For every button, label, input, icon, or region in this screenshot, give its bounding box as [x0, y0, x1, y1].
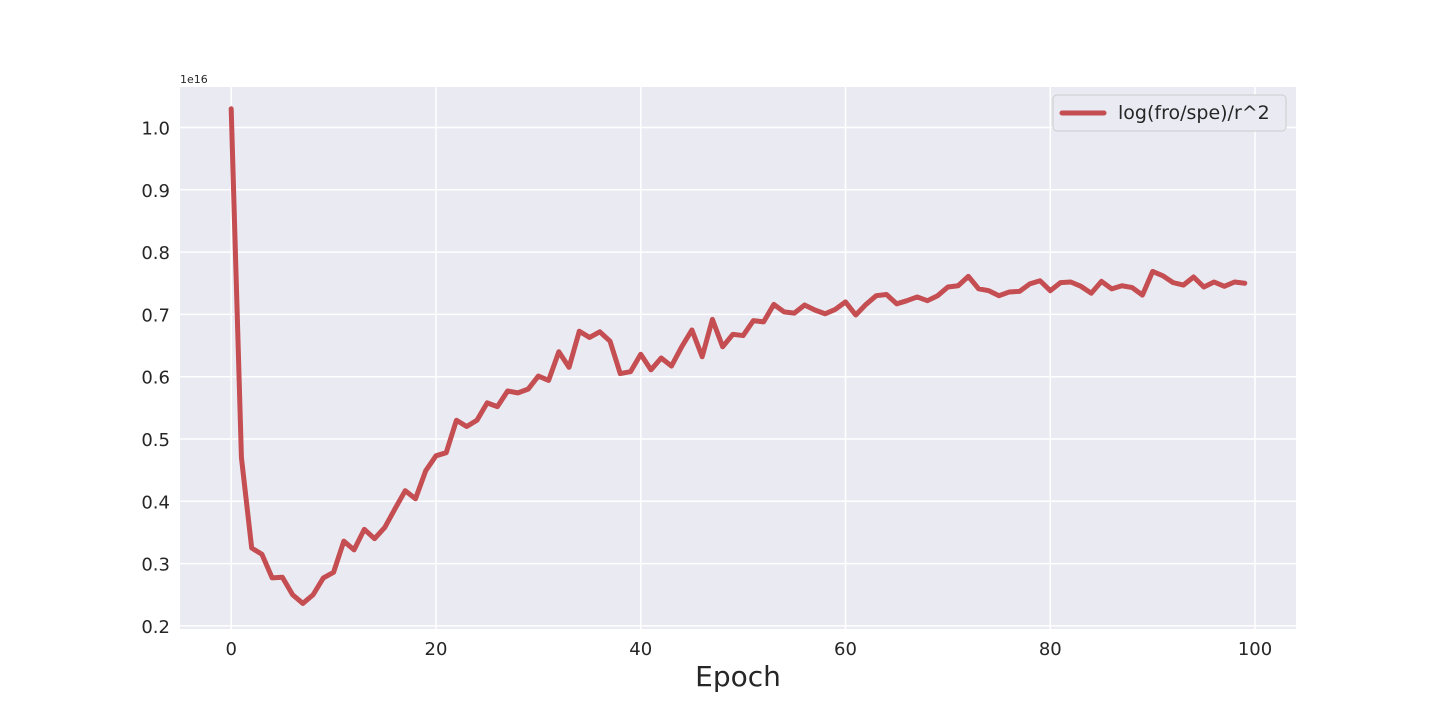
y-tick-labels: 0.2 0.3 0.4 0.5 0.6 0.7 0.8 0.9 1.0 [141, 118, 170, 637]
x-tick-label: 80 [1039, 639, 1062, 660]
plot-area [180, 87, 1296, 629]
y-offset-label: 1e16 [180, 73, 208, 86]
y-tick-label: 0.4 [141, 492, 170, 513]
y-tick-label: 0.2 [141, 617, 170, 638]
x-tick-label: 20 [425, 639, 448, 660]
legend-label: log(fro/spe)/r^2 [1118, 102, 1270, 124]
x-tick-label: 40 [629, 639, 652, 660]
series-line [228, 106, 1248, 606]
legend: log(fro/spe)/r^2 [1052, 94, 1287, 132]
y-tick-label: 0.5 [141, 430, 170, 451]
y-tick-label: 0.3 [141, 555, 170, 576]
y-tick-label: 0.7 [141, 305, 170, 326]
x-tick-label: 60 [834, 639, 857, 660]
x-axis-label: Epoch [695, 660, 781, 693]
legend-box [1052, 94, 1287, 132]
x-tick-label: 100 [1238, 639, 1272, 660]
x-tick-labels: 0 20 40 60 80 100 [225, 639, 1272, 660]
y-tick-label: 1.0 [141, 118, 170, 139]
y-tick-label: 0.9 [141, 181, 170, 202]
series-layer [228, 106, 1248, 606]
y-tick-label: 0.6 [141, 368, 170, 389]
y-tick-label: 0.8 [141, 243, 170, 264]
grid-lines [180, 87, 1296, 629]
x-tick-label: 0 [225, 639, 236, 660]
